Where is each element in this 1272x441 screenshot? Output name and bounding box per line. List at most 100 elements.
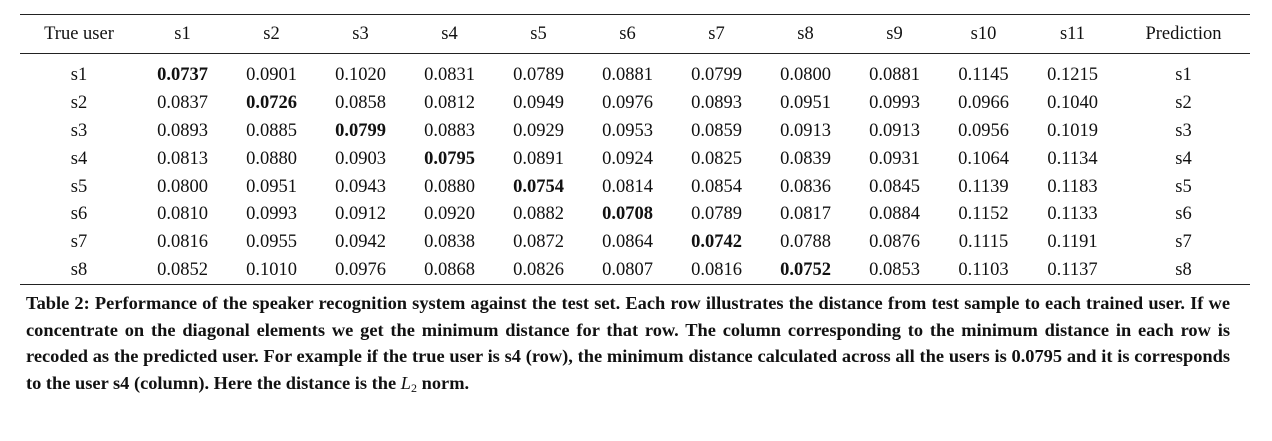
distance-cell: 0.0966 bbox=[958, 93, 1009, 114]
distance-cell: 0.0949 bbox=[513, 93, 564, 114]
distance-cell: 0.0885 bbox=[246, 120, 297, 141]
distance-cell: 0.0903 bbox=[335, 148, 386, 169]
distance-cell: 0.0976 bbox=[316, 256, 405, 286]
distance-cell: 0.1040 bbox=[1047, 93, 1098, 114]
distance-cell: 0.0838 bbox=[424, 232, 475, 253]
distance-cell: 0.0943 bbox=[335, 176, 386, 197]
true-user-cell: s3 bbox=[70, 120, 88, 141]
table-row: s6 0.0810 0.0993 0.0912 0.0920 0.0882 0.0708 0.… bbox=[20, 201, 1250, 229]
prediction-cell: s2 bbox=[1175, 93, 1192, 114]
true-user-cell: s1 bbox=[70, 65, 88, 86]
min-distance-cell: 0.0752 bbox=[761, 256, 850, 286]
header-s3: s3 bbox=[316, 14, 405, 54]
distance-cell: 0.0854 bbox=[691, 176, 742, 197]
distance-cell: 0.0956 bbox=[958, 120, 1009, 141]
distance-cell: 0.0858 bbox=[335, 93, 386, 114]
distance-cell: 0.0845 bbox=[869, 176, 920, 197]
distance-cell: 0.0993 bbox=[869, 93, 920, 114]
prediction-cell: s8 bbox=[1117, 256, 1250, 286]
true-user-cell: s4 bbox=[70, 148, 88, 169]
distance-table: True user s1 s2 s3 s4 s5 s6 s7 s8 s9 s10 s11 Predict… bbox=[20, 14, 1250, 286]
distance-cell: 0.0881 bbox=[602, 65, 653, 86]
distance-cell: 0.0817 bbox=[780, 204, 831, 225]
distance-cell: 0.1010 bbox=[227, 256, 316, 286]
distance-cell: 0.0872 bbox=[513, 232, 564, 253]
distance-cell: 0.1134 bbox=[1047, 148, 1098, 169]
min-distance-cell: 0.0795 bbox=[424, 148, 475, 169]
header-s5: s5 bbox=[494, 14, 583, 54]
distance-cell: 0.0912 bbox=[335, 204, 386, 225]
distance-cell: 0.1137 bbox=[1028, 256, 1117, 286]
distance-cell: 0.1183 bbox=[1047, 176, 1098, 197]
min-distance-cell: 0.0799 bbox=[335, 120, 386, 141]
distance-cell: 0.0901 bbox=[246, 65, 297, 86]
distance-cell: 0.0825 bbox=[691, 148, 742, 169]
distance-cell: 0.0789 bbox=[513, 65, 564, 86]
distance-cell: 0.0812 bbox=[424, 93, 475, 114]
distance-cell: 0.0836 bbox=[780, 176, 831, 197]
distance-cell: 0.1115 bbox=[958, 232, 1009, 253]
prediction-cell: s4 bbox=[1175, 148, 1192, 169]
header-s8: s8 bbox=[761, 14, 850, 54]
prediction-cell: s6 bbox=[1175, 204, 1192, 225]
distance-cell: 0.0993 bbox=[246, 204, 297, 225]
true-user-cell: s8 bbox=[20, 256, 138, 286]
distance-cell: 0.0880 bbox=[424, 176, 475, 197]
true-user-cell: s2 bbox=[70, 93, 88, 114]
prediction-cell: s7 bbox=[1175, 232, 1192, 253]
distance-cell: 0.0826 bbox=[494, 256, 583, 286]
distance-cell: 0.0799 bbox=[691, 65, 742, 86]
distance-cell: 0.0924 bbox=[602, 148, 653, 169]
prediction-cell: s3 bbox=[1175, 120, 1192, 141]
header-s1: s1 bbox=[138, 14, 227, 54]
table-row: s5 0.0800 0.0951 0.0943 0.0880 0.0754 0.0814 0.… bbox=[20, 173, 1250, 201]
min-distance-cell: 0.0754 bbox=[513, 176, 564, 197]
distance-cell: 0.0816 bbox=[672, 256, 761, 286]
distance-cell: 0.0891 bbox=[513, 148, 564, 169]
distance-cell: 0.0837 bbox=[157, 93, 208, 114]
distance-cell: 0.0893 bbox=[157, 120, 208, 141]
distance-cell: 0.0800 bbox=[780, 65, 831, 86]
distance-cell: 0.0976 bbox=[602, 93, 653, 114]
distance-cell: 0.0876 bbox=[869, 232, 920, 253]
header-prediction: Prediction bbox=[1117, 14, 1250, 54]
header-s11: s11 bbox=[1028, 14, 1117, 54]
distance-cell: 0.0884 bbox=[869, 204, 920, 225]
distance-cell: 0.1103 bbox=[939, 256, 1028, 286]
distance-cell: 0.0788 bbox=[780, 232, 831, 253]
norm-letter: L bbox=[400, 372, 411, 393]
distance-cell: 0.0852 bbox=[138, 256, 227, 286]
results-table-container: True user s1 s2 s3 s4 s5 s6 s7 s8 s9 s10 s11 Predict… bbox=[20, 14, 1250, 286]
min-distance-cell: 0.0742 bbox=[691, 232, 742, 253]
distance-cell: 0.0920 bbox=[424, 204, 475, 225]
distance-cell: 0.1133 bbox=[1047, 204, 1098, 225]
distance-cell: 0.0816 bbox=[157, 232, 208, 253]
distance-cell: 0.0882 bbox=[513, 204, 564, 225]
table-body: s1 0.0737 0.0901 0.1020 0.0831 0.0789 0.0881 0.… bbox=[20, 54, 1250, 286]
distance-cell: 0.0800 bbox=[157, 176, 208, 197]
spacer-cell bbox=[20, 54, 1250, 63]
table-row: s2 0.0837 0.0726 0.0858 0.0812 0.0949 0.0976 0.… bbox=[20, 90, 1250, 118]
distance-cell: 0.0859 bbox=[691, 120, 742, 141]
table-spacer-row bbox=[20, 54, 1250, 63]
distance-cell: 0.0880 bbox=[246, 148, 297, 169]
header-s2: s2 bbox=[227, 14, 316, 54]
distance-cell: 0.0942 bbox=[335, 232, 386, 253]
header-s7: s7 bbox=[672, 14, 761, 54]
distance-cell: 0.0955 bbox=[246, 232, 297, 253]
distance-cell: 0.0868 bbox=[405, 256, 494, 286]
distance-cell: 0.0881 bbox=[869, 65, 920, 86]
distance-cell: 0.0853 bbox=[850, 256, 939, 286]
min-distance-cell: 0.0737 bbox=[157, 65, 208, 86]
table-caption: Table 2: Performance of the speaker reco… bbox=[26, 290, 1230, 401]
distance-cell: 0.0813 bbox=[157, 148, 208, 169]
table-row: s1 0.0737 0.0901 0.1020 0.0831 0.0789 0.0881 0.… bbox=[20, 62, 1250, 90]
header-s6: s6 bbox=[583, 14, 672, 54]
distance-cell: 0.1191 bbox=[1047, 232, 1098, 253]
distance-cell: 0.0951 bbox=[246, 176, 297, 197]
table-row: s4 0.0813 0.0880 0.0903 0.0795 0.0891 0.0924 0.… bbox=[20, 145, 1250, 173]
header-true-user: True user bbox=[20, 14, 138, 54]
prediction-cell: s1 bbox=[1175, 65, 1192, 86]
distance-cell: 0.1064 bbox=[958, 148, 1009, 169]
distance-cell: 0.0789 bbox=[691, 204, 742, 225]
